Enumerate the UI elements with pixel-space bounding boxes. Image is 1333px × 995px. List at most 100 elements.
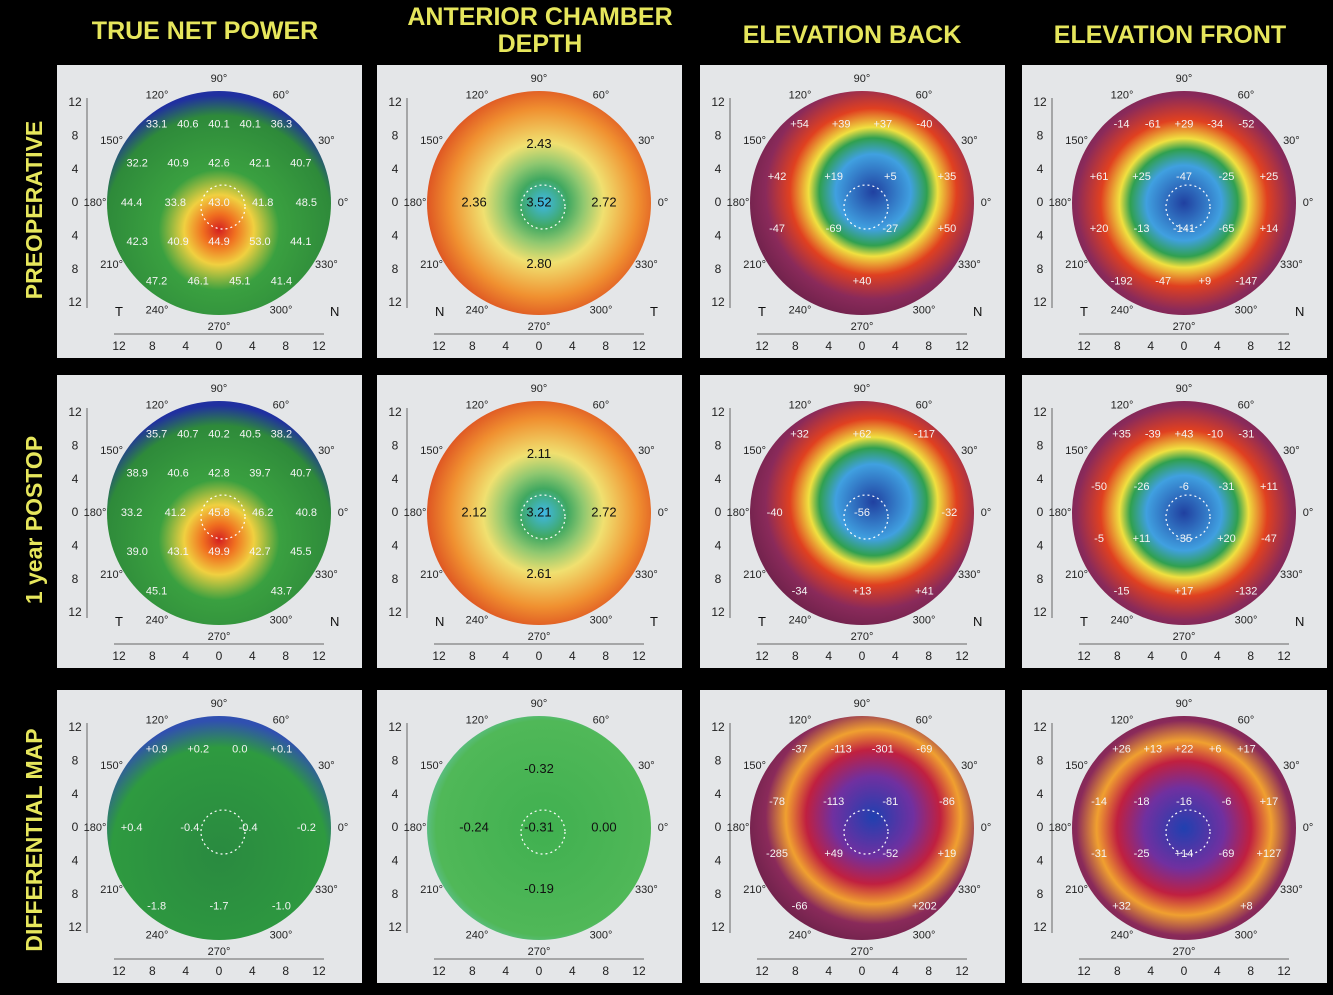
- map-value: 33.1: [146, 119, 167, 131]
- scale-label: 4: [392, 162, 399, 176]
- side-letter: N: [1295, 304, 1304, 319]
- angle-label: 120°: [466, 715, 489, 727]
- scale-label: 4: [569, 649, 576, 663]
- scale-label: 8: [602, 339, 609, 353]
- map-value: +37: [873, 119, 892, 131]
- scale-label: 4: [569, 339, 576, 353]
- map-value: -39: [1145, 429, 1161, 441]
- map-value: 2.36: [461, 194, 486, 209]
- map-value: -40: [767, 507, 783, 519]
- scale-label: 8: [1037, 262, 1044, 276]
- angle-label: 90°: [854, 73, 871, 85]
- angle-label: 90°: [211, 73, 228, 85]
- map-value: 40.7: [290, 158, 311, 170]
- angle-label: 30°: [318, 445, 335, 457]
- scale-label: 4: [182, 339, 189, 353]
- map-value: 2.72: [591, 194, 616, 209]
- scale-label: 8: [715, 439, 722, 453]
- scale-label: 8: [72, 129, 79, 143]
- scale-label: 0: [72, 820, 79, 834]
- map-panel: 12128844004488121290°60°30°0°330°300°270…: [700, 65, 1005, 358]
- angle-label: 300°: [590, 304, 613, 316]
- scale-label: 12: [711, 605, 725, 619]
- angle-label: 330°: [635, 884, 658, 896]
- scale-label: 4: [182, 649, 189, 663]
- map-value: +32: [1112, 900, 1131, 912]
- map-value: -117: [914, 429, 935, 441]
- row-label: PREOPERATIVE: [21, 121, 47, 300]
- map-value: 2.11: [527, 446, 551, 461]
- scale-label: 4: [825, 339, 832, 353]
- scale-label: 8: [1247, 649, 1254, 663]
- scale-label: 12: [432, 964, 446, 978]
- angle-label: 210°: [1065, 884, 1088, 896]
- scale-label: 8: [469, 649, 476, 663]
- angle-label: 0°: [658, 822, 669, 834]
- scale-label: 12: [1033, 720, 1047, 734]
- map-value: -31: [1238, 429, 1254, 441]
- map-value: 35.7: [146, 429, 167, 441]
- angle-label: 120°: [789, 715, 812, 727]
- angle-label: 90°: [854, 383, 871, 395]
- angle-label: 210°: [100, 569, 123, 581]
- side-letter: T: [1080, 614, 1088, 629]
- angle-label: 240°: [146, 304, 169, 316]
- scale-label: 12: [388, 720, 402, 734]
- angle-label: 330°: [958, 569, 981, 581]
- map-value: +17: [1260, 796, 1279, 808]
- side-letter: T: [758, 614, 766, 629]
- map-value: 38.2: [271, 429, 292, 441]
- scale-label: 12: [388, 405, 402, 419]
- map-value: -56: [854, 507, 870, 519]
- maps: PREOPERATIVE1 year POSTOPDIFFERENTIAL MA…: [0, 0, 1333, 995]
- map-value: +29: [1175, 119, 1194, 131]
- scale-label: 0: [216, 339, 223, 353]
- map-value: -6: [1179, 481, 1189, 493]
- map-panel: 12128844004488121290°60°30°0°330°300°270…: [1022, 65, 1327, 358]
- map-value: -0.24: [459, 819, 489, 834]
- angle-label: 180°: [404, 507, 427, 519]
- map-value: -69: [1219, 848, 1235, 860]
- map-value: +5: [884, 171, 897, 183]
- map-value: 0.00: [591, 819, 616, 834]
- side-letter: T: [758, 304, 766, 319]
- scale-label: 4: [502, 339, 509, 353]
- scale-label: 8: [715, 754, 722, 768]
- side-letter: N: [973, 304, 982, 319]
- map-value: 49.9: [208, 546, 229, 558]
- scale-label: 8: [1037, 572, 1044, 586]
- map-value: 46.2: [252, 507, 273, 519]
- map-value: -141: [1173, 223, 1195, 235]
- map-value: 48.5: [296, 197, 317, 209]
- scale-label: 8: [392, 887, 399, 901]
- map-value: 40.1: [239, 119, 260, 131]
- scale-label: 8: [72, 754, 79, 768]
- map-value: 42.8: [208, 468, 229, 480]
- angle-label: 240°: [789, 614, 812, 626]
- angle-label: 240°: [466, 614, 489, 626]
- scale-label: 12: [68, 95, 82, 109]
- map-value: -0.32: [524, 761, 554, 776]
- scale-label: 0: [859, 649, 866, 663]
- scale-label: 4: [715, 472, 722, 486]
- map-value: -14: [1114, 119, 1130, 131]
- scale-label: 0: [536, 339, 543, 353]
- angle-label: 0°: [981, 507, 992, 519]
- map-panel: 12128844004488121290°60°30°0°330°300°270…: [377, 375, 682, 668]
- scale-label: 8: [72, 572, 79, 586]
- angle-label: 120°: [1111, 400, 1134, 412]
- map-value: 39.0: [126, 546, 147, 558]
- angle-label: 0°: [1303, 507, 1314, 519]
- side-letter: T: [115, 614, 123, 629]
- angle-label: 240°: [466, 929, 489, 941]
- scale-label: 4: [1037, 854, 1044, 868]
- row-label: DIFFERENTIAL MAP: [21, 728, 47, 951]
- scale-label: 12: [755, 649, 769, 663]
- map-value: 40.7: [290, 468, 311, 480]
- scale-label: 8: [925, 964, 932, 978]
- angle-label: 120°: [789, 400, 812, 412]
- angle-label: 180°: [1049, 507, 1072, 519]
- scale-label: 12: [68, 720, 82, 734]
- map-value: +40: [853, 275, 872, 287]
- side-letter: N: [973, 614, 982, 629]
